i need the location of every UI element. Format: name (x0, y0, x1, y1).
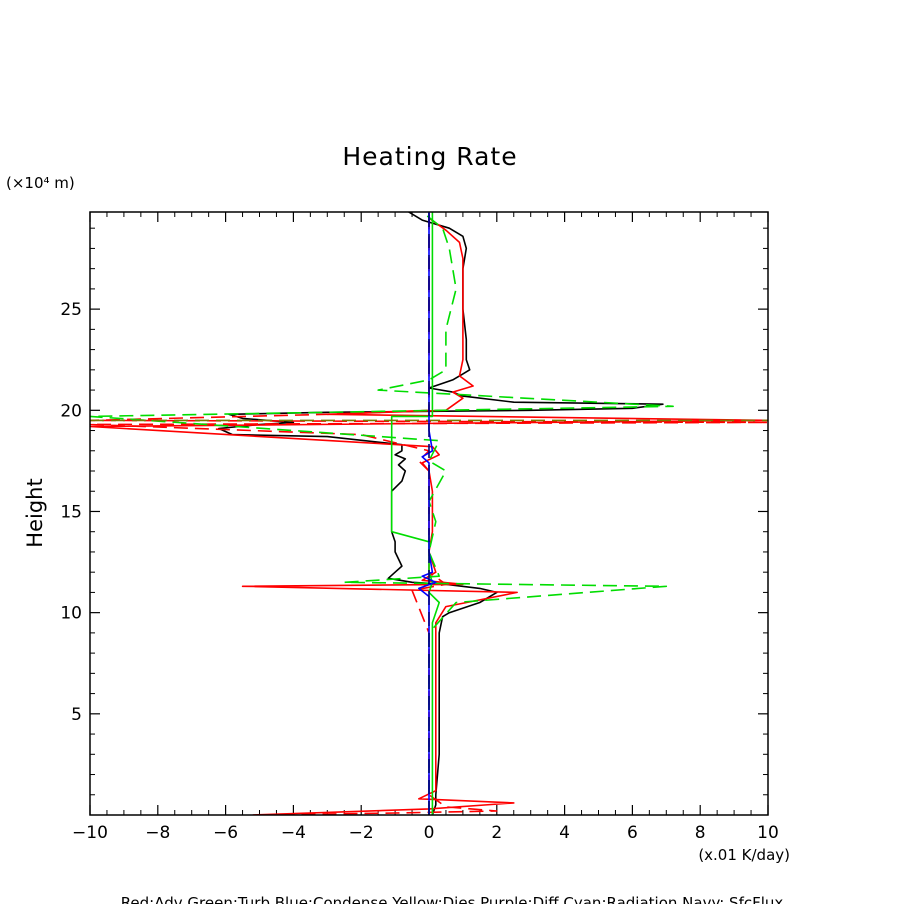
x-tick-label: 8 (695, 823, 706, 843)
x-tick-label: −4 (281, 823, 306, 843)
x-tick-label: −10 (72, 823, 108, 843)
x-tick-label: 0 (424, 823, 435, 843)
chart-title: Heating Rate (342, 142, 517, 171)
series-blue-solid (417, 212, 437, 815)
x-tick-label: 10 (757, 823, 779, 843)
plot-frame (89, 211, 769, 816)
x-tick-label: −8 (145, 823, 170, 843)
series-black-solid (218, 212, 664, 815)
y-tick-label: 10 (60, 604, 82, 624)
y-tick-label: 5 (71, 705, 82, 725)
y-tick-label: 20 (60, 401, 82, 421)
legend-footer: Red:Adv Green:Turb Blue:Condense Yellow:… (121, 894, 784, 904)
series-green-dashed (90, 212, 674, 815)
axis-ticks: −10 −8 −6 −4 −2 0 2 4 6 8 10 5 10 15 20 25 (60, 212, 779, 843)
x-unit-label: (x.01 K/day) (698, 846, 790, 864)
x-tick-label: −2 (349, 823, 374, 843)
y-tick-label: 25 (60, 300, 82, 320)
x-tick-label: −6 (213, 823, 238, 843)
x-tick-label: 4 (559, 823, 570, 843)
y-unit-label: (×10⁴ m) (6, 174, 75, 192)
x-tick-label: 2 (491, 823, 502, 843)
x-tick-label: 6 (627, 823, 638, 843)
y-axis-label: Height (23, 478, 47, 547)
y-tick-label: 15 (60, 502, 82, 522)
series-group (90, 212, 768, 815)
